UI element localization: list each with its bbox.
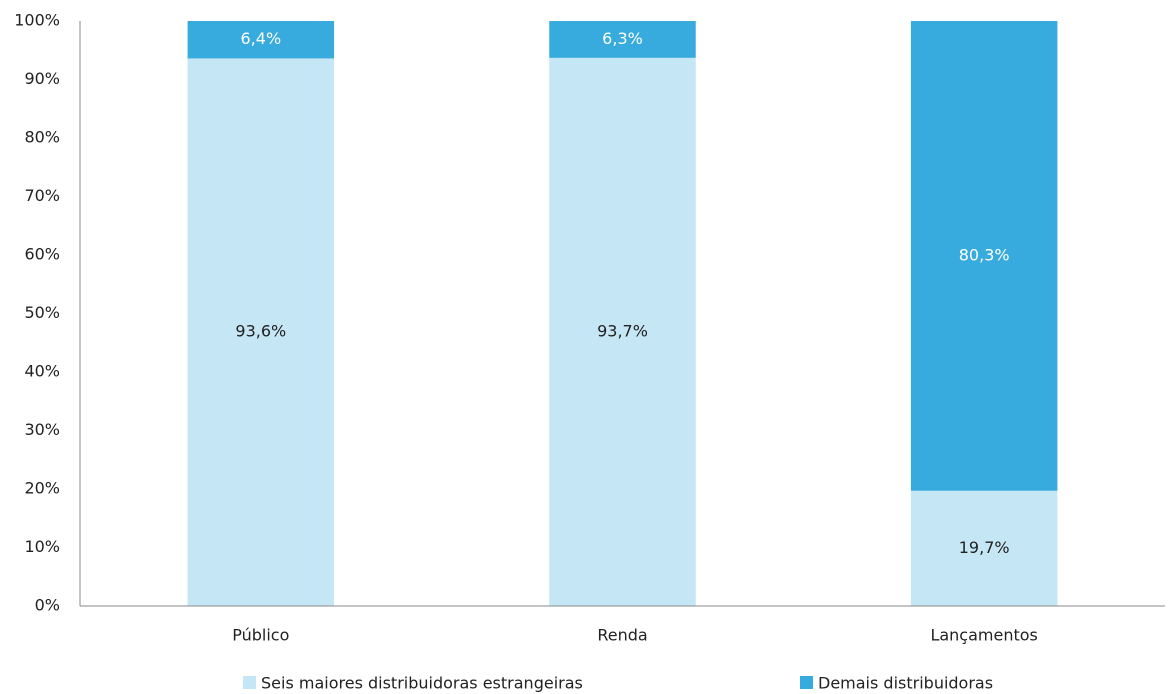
y-tick-label: 50% — [24, 303, 60, 322]
y-tick-label: 60% — [24, 245, 60, 264]
data-label: 19,7% — [959, 538, 1010, 557]
y-tick-label: 20% — [24, 479, 60, 498]
bar-segment — [187, 21, 335, 59]
legend-swatch — [243, 676, 256, 689]
y-tick-label: 90% — [24, 69, 60, 88]
x-tick-label: Renda — [597, 626, 647, 645]
data-label: 6,4% — [241, 29, 282, 48]
data-label: 6,3% — [602, 29, 643, 48]
legend-swatch — [800, 676, 813, 689]
y-tick-label: 10% — [24, 537, 60, 556]
x-tick-label: Lançamentos — [930, 626, 1037, 645]
legend-label: Seis maiores distribuidoras estrangeiras — [261, 674, 583, 693]
bar-segment — [187, 58, 335, 606]
y-tick-label: 80% — [24, 128, 60, 147]
y-tick-label: 0% — [35, 596, 60, 615]
y-tick-label: 70% — [24, 186, 60, 205]
y-tick-label: 100% — [14, 11, 60, 30]
y-tick-label: 40% — [24, 362, 60, 381]
bar-segment — [910, 490, 1058, 606]
x-tick-label: Público — [232, 626, 289, 645]
data-label: 93,6% — [235, 322, 286, 341]
legend-label: Demais distribuidoras — [818, 674, 993, 693]
bar-segment — [549, 57, 696, 607]
bar-segment — [910, 21, 1058, 491]
data-label: 93,7% — [597, 321, 648, 340]
y-tick-label: 30% — [24, 420, 60, 439]
data-label: 80,3% — [959, 245, 1010, 264]
bar-segment — [549, 21, 696, 58]
